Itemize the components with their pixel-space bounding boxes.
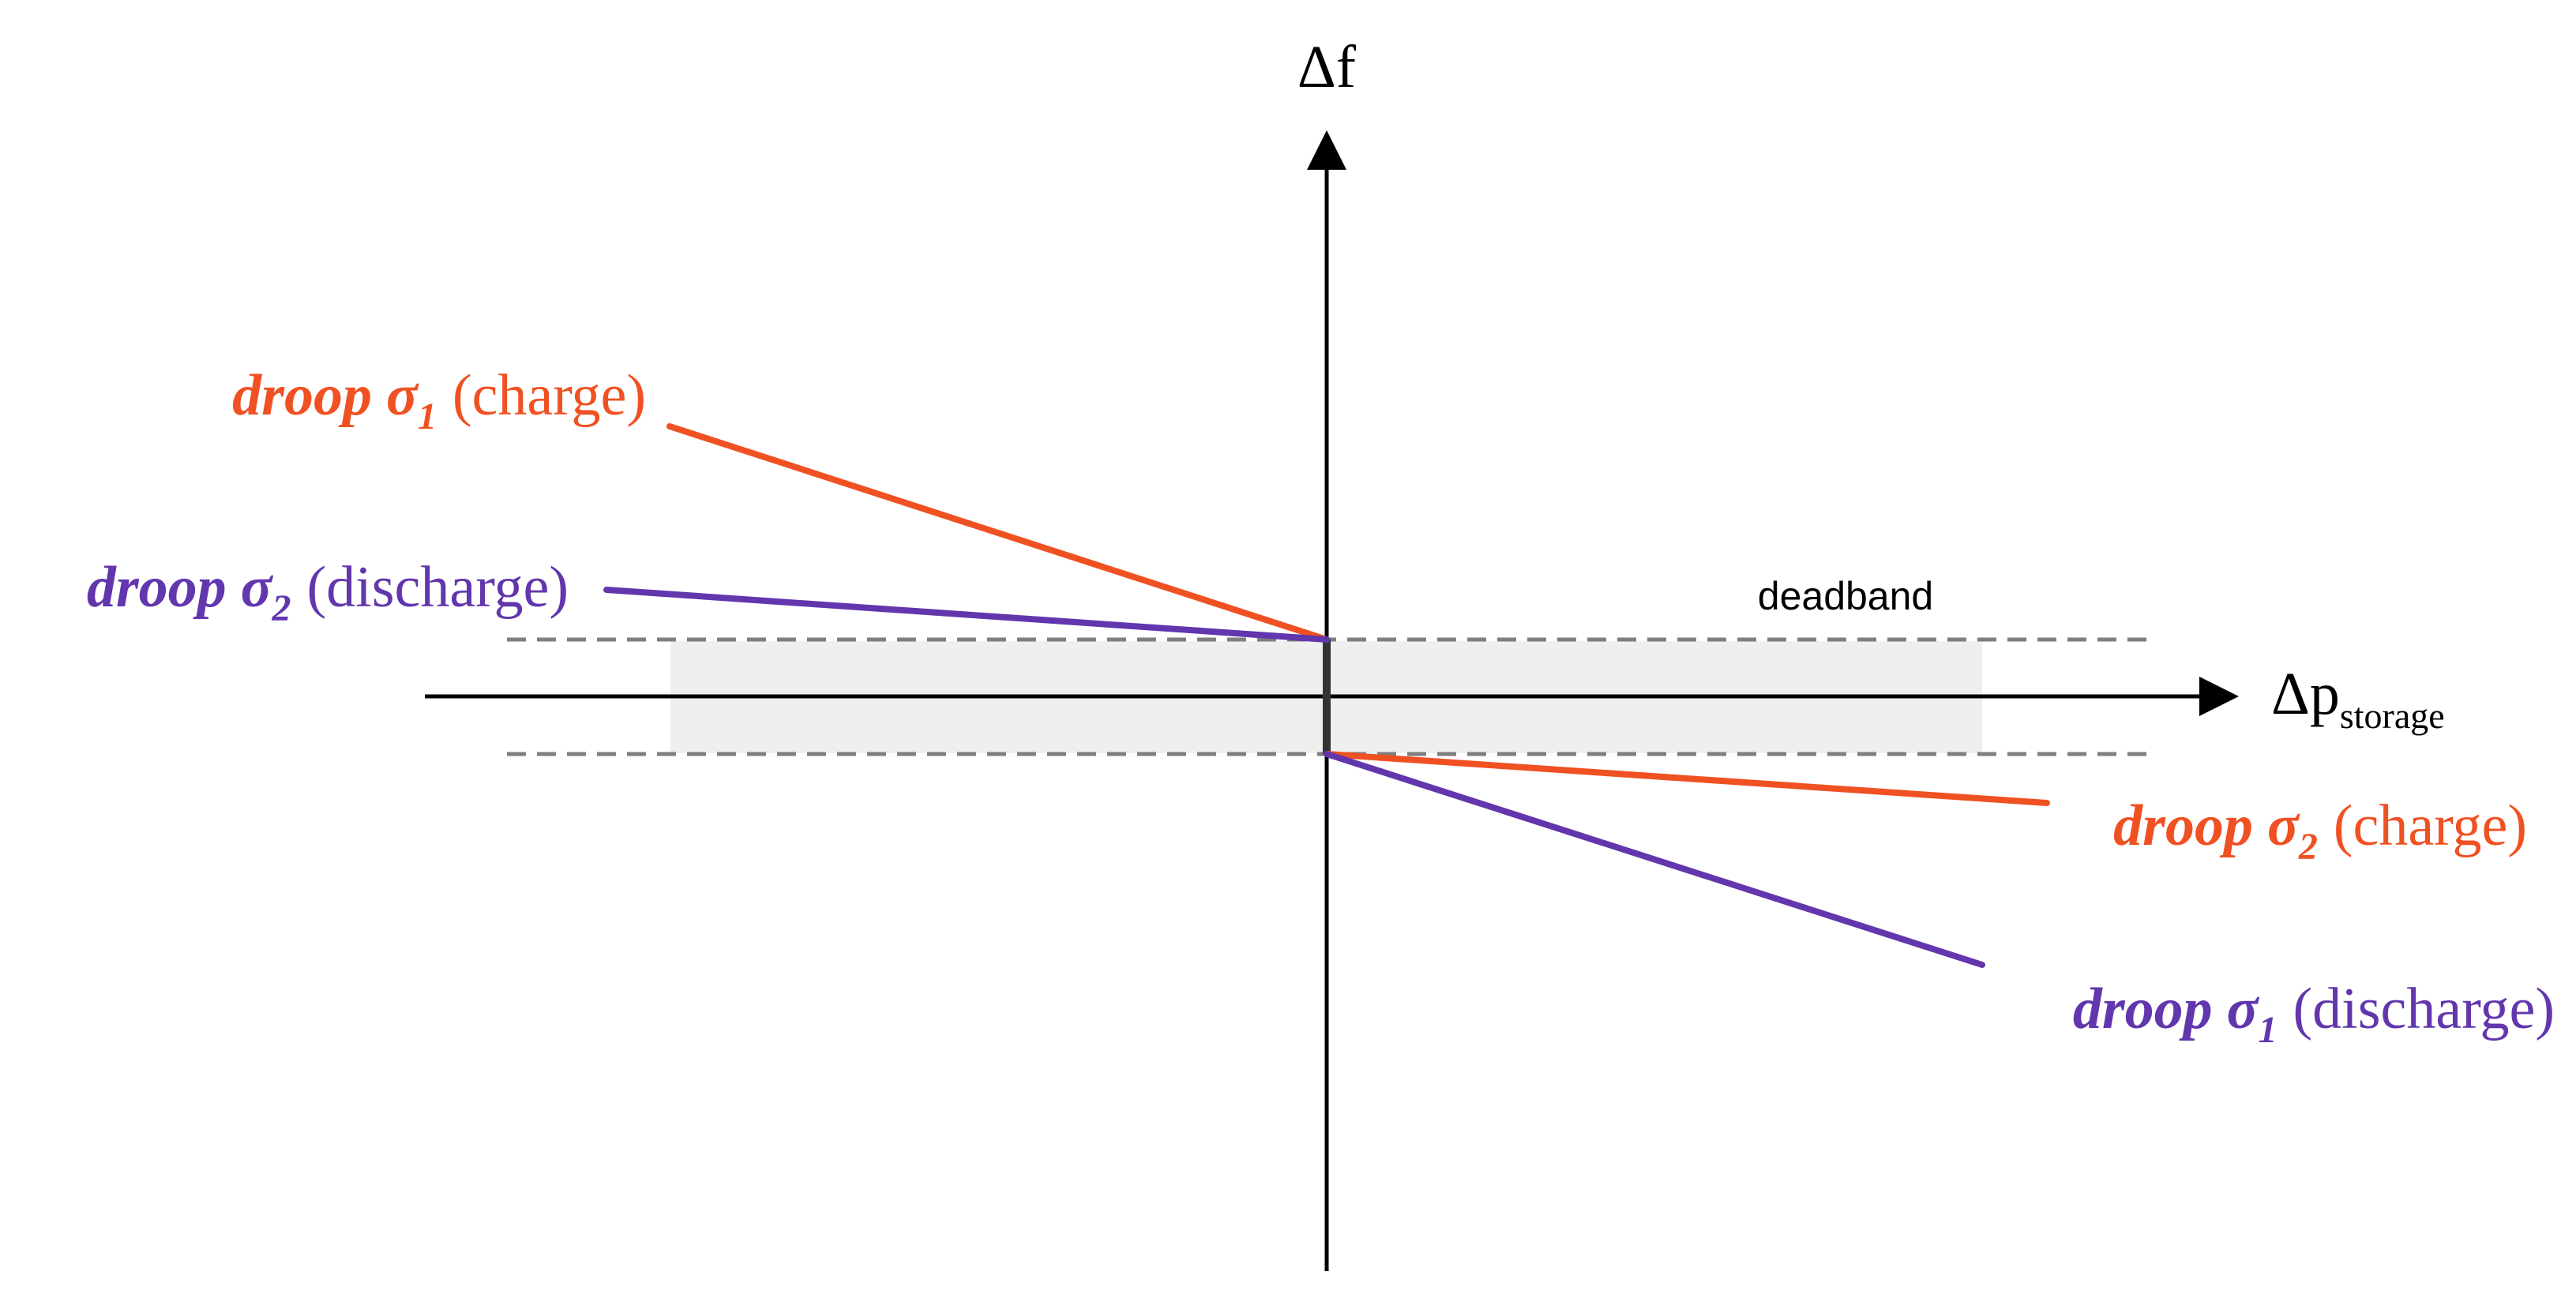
droop2-discharge-line — [603, 587, 1330, 643]
droop2-discharge-sub: 2 — [272, 587, 291, 629]
droop2-charge-mode: (charge) — [2334, 793, 2527, 858]
droop1-discharge-word: droop — [2073, 977, 2213, 1041]
droop1-charge-sub: 1 — [418, 396, 437, 437]
droop2-charge-word: droop — [2113, 793, 2253, 858]
droop1-discharge-sub: 1 — [2259, 1009, 2277, 1051]
droop2-charge-label: droop σ2 (charge) — [2113, 793, 2527, 868]
droop2-charge-line — [1324, 751, 2050, 806]
droop2-discharge-word: droop — [87, 555, 227, 620]
droop2-charge-sigma: σ — [2267, 793, 2300, 858]
droop1-charge-mode: (charge) — [452, 363, 646, 428]
droop1-charge-label: droop σ1 (charge) — [232, 363, 646, 437]
droop2-discharge-sigma: σ — [241, 555, 274, 620]
droop2-discharge-mode: (discharge) — [307, 555, 569, 620]
droop2-charge-sub: 2 — [2298, 826, 2318, 868]
droop1-charge-line — [667, 423, 1330, 643]
droop1-discharge-sigma: σ — [2227, 977, 2260, 1041]
droop2-discharge-label: droop σ2 (discharge) — [87, 555, 569, 629]
deadband-label: deadband — [1758, 574, 1933, 618]
y-axis-label: Δf — [1297, 34, 1357, 100]
x-axis-label-sub: storage — [2340, 696, 2445, 736]
x-axis-label: Δpstorage — [2271, 661, 2445, 736]
droop1-discharge-line — [1324, 751, 1985, 968]
droop1-charge-sigma: σ — [386, 363, 419, 428]
x-axis-label-main: Δp — [2271, 661, 2340, 727]
droop1-charge-word: droop — [232, 363, 372, 428]
droop1-discharge-mode: (discharge) — [2293, 977, 2555, 1041]
droop1-discharge-label: droop σ1 (discharge) — [2073, 977, 2555, 1051]
